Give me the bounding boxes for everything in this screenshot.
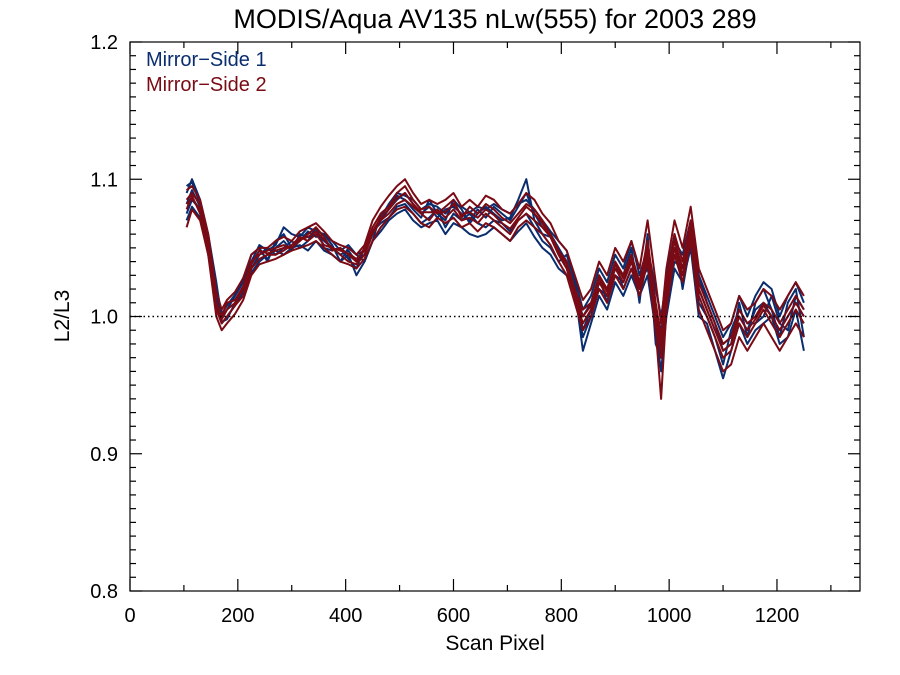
series-line-ms2-9 (185, 205, 805, 400)
x-tick-label: 1000 (647, 605, 692, 627)
legend-entry-mirror-side-1: Mirror−Side 1 (146, 49, 267, 71)
chart-title: MODIS/Aqua AV135 nLw(555) for 2003 289 (233, 4, 756, 34)
x-axis-ticks: 0 200 400 600 800 1000 1200 (124, 42, 832, 627)
y-tick-label: 0.9 (90, 444, 118, 466)
x-tick-label: 400 (329, 605, 362, 627)
series-lines (185, 178, 805, 400)
series-line-ms2-8 (185, 178, 805, 332)
y-axis-label: L2/L3 (51, 290, 74, 343)
x-tick-label: 600 (437, 605, 470, 627)
y-tick-label: 1.1 (90, 169, 118, 191)
y-tick-label: 0.8 (90, 581, 118, 603)
y-axis-ticks: 0.8 0.9 1.0 1.1 1.2 (90, 32, 860, 603)
x-tick-label: 1200 (755, 605, 800, 627)
x-tick-label: 0 (124, 605, 135, 627)
y-tick-label: 1.2 (90, 32, 118, 54)
x-axis-label: Scan Pixel (445, 632, 544, 655)
y-tick-label: 1.0 (90, 307, 118, 329)
x-tick-label: 200 (221, 605, 254, 627)
legend-entry-mirror-side-2: Mirror−Side 2 (146, 74, 267, 96)
legend: Mirror−Side 1 Mirror−Side 2 (146, 49, 267, 96)
series-line-ms1-4 (185, 205, 805, 380)
series-line-ms2-10 (185, 192, 805, 352)
series-line-ms2-7 (185, 194, 805, 359)
x-tick-label: 800 (545, 605, 578, 627)
